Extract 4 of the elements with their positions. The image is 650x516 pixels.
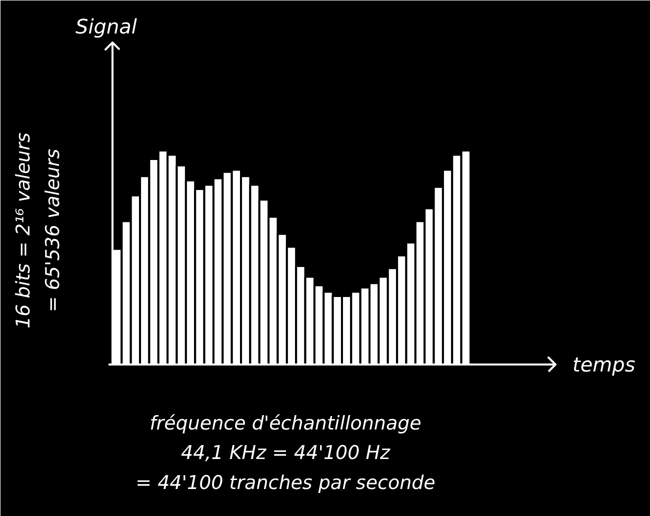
text: temps: [572, 352, 636, 376]
text: 16 bits = 2¹⁶ valeurs = 65'536 valeurs: [12, 132, 64, 328]
text: fréquence d'échantillonnage 44,1 KHz = 44'100 Hz = 44'100 tranches par seconde: [136, 412, 436, 494]
text: Signal: [76, 14, 138, 38]
